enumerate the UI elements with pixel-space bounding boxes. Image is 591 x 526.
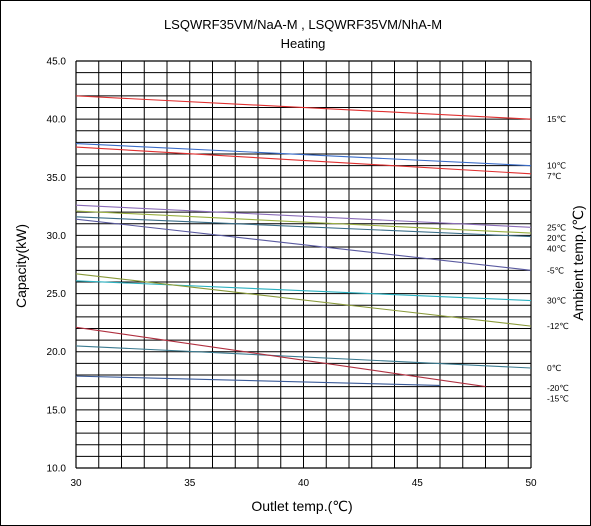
series-label: -12℃ — [547, 321, 569, 331]
x-tick-label: 50 — [525, 478, 537, 489]
y-tick-label: 10.0 — [47, 464, 67, 475]
y-tick-label: 30.0 — [47, 231, 67, 242]
y-tick-label: 20.0 — [47, 347, 67, 358]
x-tick-label: 45 — [412, 478, 424, 489]
series-line — [75, 216, 532, 238]
y2-axis-label: Ambient temp.(℃) — [570, 205, 586, 320]
series-line — [75, 204, 532, 228]
chart-subtitle: Heating — [281, 36, 326, 51]
grid — [75, 60, 532, 469]
series-line — [75, 280, 532, 302]
series-line — [75, 95, 532, 120]
series-line — [75, 218, 532, 271]
series-label: -20℃ — [547, 383, 569, 393]
series-label: 10℃ — [547, 161, 566, 171]
series-line — [75, 143, 532, 167]
y-tick-label: 25.0 — [47, 289, 67, 300]
series-labels: 15℃ 10℃7℃ 25℃20℃40℃ -5℃ 30℃ -12℃ 0℃ -20℃-15℃ — [547, 114, 569, 403]
series-label: 30℃ — [547, 296, 566, 306]
y-tick-labels: 10.0 15.0 20.0 25.0 30.0 35.0 40.0 45.0 — [47, 57, 67, 475]
series-line — [75, 326, 486, 388]
series-lines — [75, 95, 532, 388]
y-tick-label: 35.0 — [47, 173, 67, 184]
y-tick-label: 40.0 — [47, 115, 67, 126]
series-label: -15℃ — [547, 393, 569, 403]
series-line — [75, 345, 532, 369]
chart-title: LSQWRF35VM/NaA-M , LSQWRF35VM/NhA-M — [164, 17, 442, 32]
series-label: 7℃ — [547, 171, 562, 181]
series-line — [75, 273, 532, 327]
series-label: -5℃ — [547, 265, 565, 275]
series-label: 20℃ — [547, 233, 566, 243]
series-line — [75, 210, 532, 234]
x-tick-labels: 30 35 40 45 50 — [70, 478, 537, 489]
y-tick-label: 45.0 — [47, 57, 67, 68]
x-tick-label: 40 — [298, 478, 310, 489]
series-label: 25℃ — [547, 222, 566, 232]
series-line — [75, 375, 441, 386]
y-axis-label: Capacity(kW) — [13, 224, 29, 308]
series-label: 15℃ — [547, 114, 566, 124]
x-axis-label: Outlet temp.(℃) — [251, 498, 352, 514]
series-line — [75, 146, 532, 175]
series-label: 0℃ — [547, 363, 562, 373]
series-label: 40℃ — [547, 243, 566, 253]
x-tick-label: 30 — [70, 478, 82, 489]
y-tick-label: 15.0 — [47, 405, 67, 416]
x-tick-label: 35 — [184, 478, 196, 489]
